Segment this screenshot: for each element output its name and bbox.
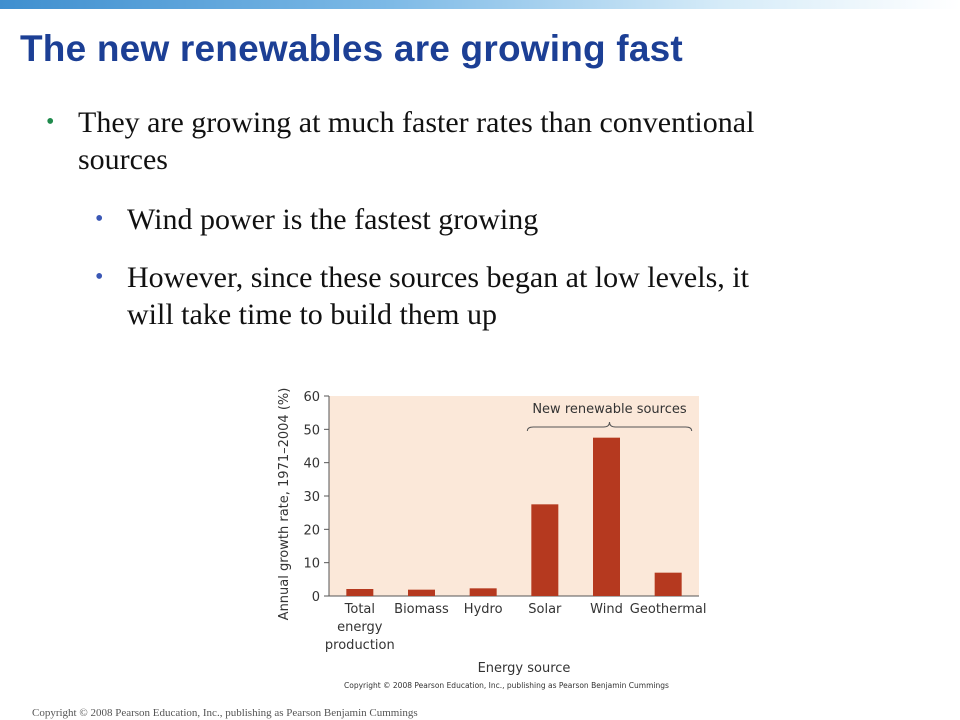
y-tick-label: 60 xyxy=(303,390,320,405)
bullet-text: Wind power is the fastest growing xyxy=(127,203,539,236)
chart-credit: Copyright © 2008 Pearson Education, Inc.… xyxy=(344,681,669,690)
y-tick-label: 10 xyxy=(303,557,320,572)
x-axis-label: Energy source xyxy=(478,661,571,676)
bullet-marker: • xyxy=(46,109,55,135)
bar xyxy=(346,589,374,596)
chart-svg: 0 10 20 30 40 50 60 Annual growth rate, 1971–20… xyxy=(277,388,707,690)
bullet-text: They are growing at much faster rates th… xyxy=(78,106,755,176)
top-accent-band xyxy=(0,0,960,9)
growth-rate-chart: 0 10 20 30 40 50 60 Annual growth rate, 1971–20… xyxy=(268,364,708,694)
plot-area xyxy=(329,396,699,596)
y-tick-label: 0 xyxy=(312,590,320,605)
x-tick-label: Geothermal xyxy=(630,602,707,617)
x-tick-label: Biomass xyxy=(394,602,449,617)
bar xyxy=(408,589,435,596)
x-tick-label: Total xyxy=(344,602,375,617)
y-tick-label: 20 xyxy=(303,523,320,538)
bar xyxy=(654,572,682,596)
slide-title: The new renewables are growing fast xyxy=(20,28,683,69)
bar xyxy=(593,437,620,596)
sub-bullet-item: • Wind power is the fastest growing xyxy=(95,201,777,238)
bullet-marker: • xyxy=(95,264,104,290)
annotation-label: New renewable sources xyxy=(532,402,687,417)
footer-copyright: Copyright © 2008 Pearson Education, Inc.… xyxy=(32,707,418,719)
y-tick-label: 30 xyxy=(303,490,320,505)
x-tick-label: Wind xyxy=(590,602,623,617)
bullet-marker: • xyxy=(95,206,104,232)
sub-bullet-item: • However, since these sources began at … xyxy=(95,259,787,333)
bullet-text: However, since these sources began at lo… xyxy=(127,261,749,331)
y-tick-label: 40 xyxy=(303,457,320,472)
annotation-bracket xyxy=(526,421,693,432)
y-axis-label: Annual growth rate, 1971–2004 (%) xyxy=(277,388,292,621)
bullet-item: • They are growing at much faster rates … xyxy=(46,104,778,178)
x-tick-label: Solar xyxy=(528,602,562,617)
x-tick-label: production xyxy=(325,638,395,653)
bar xyxy=(531,504,559,596)
y-tick-label: 50 xyxy=(303,423,320,438)
bar xyxy=(469,588,497,596)
x-tick-label: energy xyxy=(337,620,383,635)
x-tick-label: Hydro xyxy=(464,602,503,617)
